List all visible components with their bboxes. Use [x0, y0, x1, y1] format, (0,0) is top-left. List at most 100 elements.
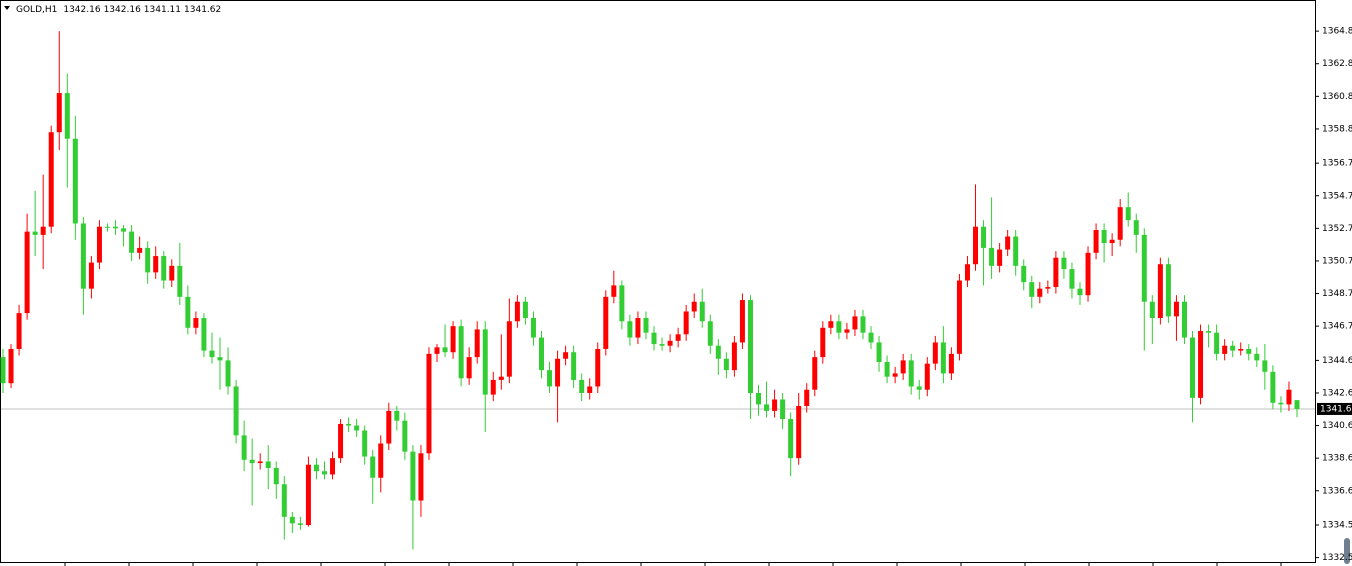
candle-body: [40, 226, 46, 235]
candle-body: [981, 226, 987, 248]
candle-body: [80, 223, 86, 289]
y-tick-label: 1354.7: [1322, 191, 1352, 201]
candle-body: [739, 300, 745, 343]
candle-body: [121, 228, 127, 232]
candle-body: [876, 342, 882, 363]
chart-header: GOLD,H1 1342.16 1342.16 1341.11 1341.62: [16, 5, 221, 15]
candle-body: [1254, 353, 1260, 361]
candle-body: [249, 459, 255, 464]
candle-body: [1198, 331, 1204, 398]
y-tick-label: 1342.6: [1322, 388, 1352, 398]
candle-body: [1214, 332, 1220, 354]
candle-body: [185, 296, 191, 328]
candle-body: [257, 461, 263, 464]
candle-body: [1069, 269, 1075, 289]
candle-body: [48, 132, 54, 227]
y-tick-label: 1334.5: [1322, 521, 1352, 531]
candle-body: [386, 410, 392, 444]
candle-body: [1262, 360, 1268, 372]
candle-body: [1278, 402, 1284, 405]
candle-body: [828, 321, 834, 328]
candle-body: [1294, 400, 1300, 409]
low-value: 1341.11: [144, 5, 181, 15]
y-tick-label: 1336.6: [1322, 486, 1352, 496]
candle-body: [104, 226, 110, 228]
candle-body: [916, 386, 922, 390]
candle-body: [313, 464, 319, 472]
candle-body: [619, 285, 625, 322]
candle-body: [1149, 301, 1155, 318]
scroll-handle[interactable]: [1344, 538, 1350, 564]
current-price-label: 1341.62: [1320, 404, 1352, 414]
candle-body: [321, 471, 327, 475]
candle-body: [836, 321, 842, 333]
candle-body: [145, 247, 151, 273]
candle-body: [88, 262, 94, 289]
candle-body: [1053, 257, 1059, 288]
candle-body: [956, 280, 962, 354]
candle-body: [346, 423, 352, 426]
candle-body: [330, 458, 336, 475]
candle-body: [450, 326, 456, 353]
candle-body: [273, 467, 279, 485]
candle-body: [603, 296, 609, 349]
candle-body: [1230, 345, 1236, 351]
candle-body: [940, 342, 946, 374]
plot-frame: [0, 0, 1316, 563]
candle-body: [225, 360, 231, 387]
candle-body: [1037, 288, 1043, 297]
candle-body: [56, 93, 62, 133]
candle-body: [1270, 371, 1276, 403]
candle-body: [579, 379, 585, 393]
candle-body: [305, 464, 311, 526]
candle-body: [96, 226, 102, 263]
candle-body: [8, 348, 14, 384]
candle-body: [522, 301, 528, 318]
candle-body: [281, 484, 287, 517]
candle-body: [1061, 257, 1067, 270]
y-tick-label: 1346.7: [1322, 322, 1352, 332]
candle-body: [265, 461, 271, 468]
candle-body: [161, 256, 167, 281]
candle-body: [1173, 301, 1179, 317]
candle-body: [812, 357, 818, 390]
candle-body: [555, 358, 561, 387]
y-tick-label: 1352.7: [1322, 224, 1352, 234]
candle-body: [514, 301, 520, 322]
candle-body: [354, 425, 360, 431]
candle-body: [538, 337, 544, 371]
candle-body: [394, 410, 400, 421]
candle-body: [900, 360, 906, 374]
candle-body: [723, 358, 729, 371]
time-axis-ticks: [64, 562, 1282, 566]
candle-body: [683, 311, 689, 335]
candle-body: [410, 451, 416, 501]
candle-body: [72, 138, 78, 224]
candle-body: [788, 419, 794, 459]
candle-body: [924, 363, 930, 390]
candle-body: [595, 348, 601, 387]
y-tick-label: 1362.8: [1322, 59, 1352, 69]
candle-body: [1045, 287, 1051, 289]
symbol: GOLD,H1: [16, 5, 57, 15]
candle-body: [338, 423, 344, 459]
candle-body: [1021, 265, 1027, 283]
candle-body: [699, 301, 705, 322]
candle-body: [764, 404, 770, 411]
candle-body: [458, 326, 464, 379]
candle-body: [297, 523, 303, 526]
menu-arrow[interactable]: [4, 6, 10, 10]
candle-body: [177, 265, 183, 297]
open-value: 1342.16: [63, 5, 100, 15]
candle-body: [772, 399, 778, 411]
candle-body: [627, 321, 633, 338]
candle-body: [1222, 345, 1228, 354]
candle-body: [643, 317, 649, 333]
candle-body: [932, 342, 938, 364]
candle-body: [378, 443, 384, 478]
y-tick-label: 1360.8: [1322, 92, 1352, 102]
candle-body: [1157, 264, 1163, 318]
candle-body: [434, 347, 440, 354]
candle-body: [796, 406, 802, 459]
candle-body: [32, 231, 38, 235]
